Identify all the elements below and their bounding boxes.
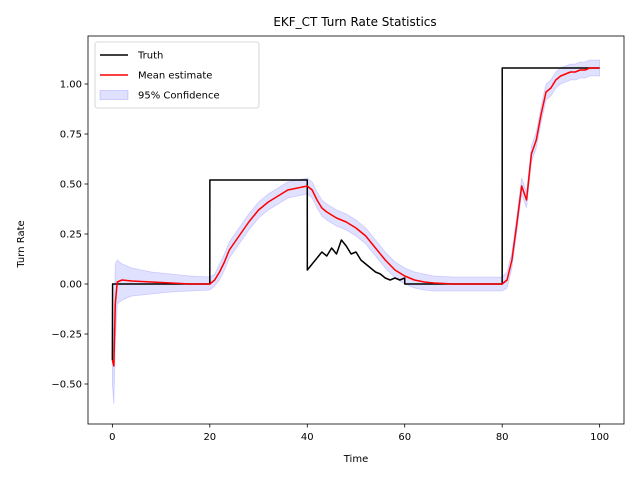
legend-box bbox=[94, 41, 260, 109]
series-group bbox=[111, 59, 601, 405]
legend: Truth Mean estimate 95% Confidence bbox=[94, 41, 260, 109]
x-tick-label: 0 bbox=[109, 432, 115, 443]
y-tick-label: −0.25 bbox=[51, 330, 82, 341]
axes: 0 20 40 60 80 100 −0.50 −0.25 0.00 0.25 0.50 0.75 1.… bbox=[51, 35, 625, 443]
legend-confidence-swatch bbox=[99, 90, 129, 100]
mean-estimate-line bbox=[111, 67, 600, 367]
y-axis-label: Turn Rate bbox=[16, 220, 27, 268]
y-tick-label: 0.75 bbox=[60, 130, 82, 141]
axes-frame bbox=[87, 35, 625, 425]
y-tick-label: −0.50 bbox=[51, 380, 82, 391]
chart-title: EKF_CT Turn Rate Statistics bbox=[273, 15, 436, 29]
x-tick-label: 80 bbox=[496, 432, 509, 443]
y-tick-label: 1.00 bbox=[60, 80, 82, 91]
x-tick-label: 40 bbox=[301, 432, 314, 443]
legend-confidence-label: 95% Confidence bbox=[138, 91, 220, 102]
y-tick-label: 0.50 bbox=[60, 180, 82, 191]
plot-area bbox=[111, 59, 601, 405]
y-tick-label: 0.00 bbox=[60, 280, 82, 291]
x-tick-label: 100 bbox=[590, 432, 609, 443]
legend-truth-label: Truth bbox=[137, 51, 163, 62]
x-tick-label: 20 bbox=[203, 432, 216, 443]
y-tick-label: 0.25 bbox=[60, 230, 82, 241]
truth-line bbox=[111, 67, 600, 361]
legend-mean-estimate-label: Mean estimate bbox=[138, 71, 212, 82]
x-tick-label: 60 bbox=[398, 432, 411, 443]
x-axis-label: Time bbox=[343, 454, 368, 465]
